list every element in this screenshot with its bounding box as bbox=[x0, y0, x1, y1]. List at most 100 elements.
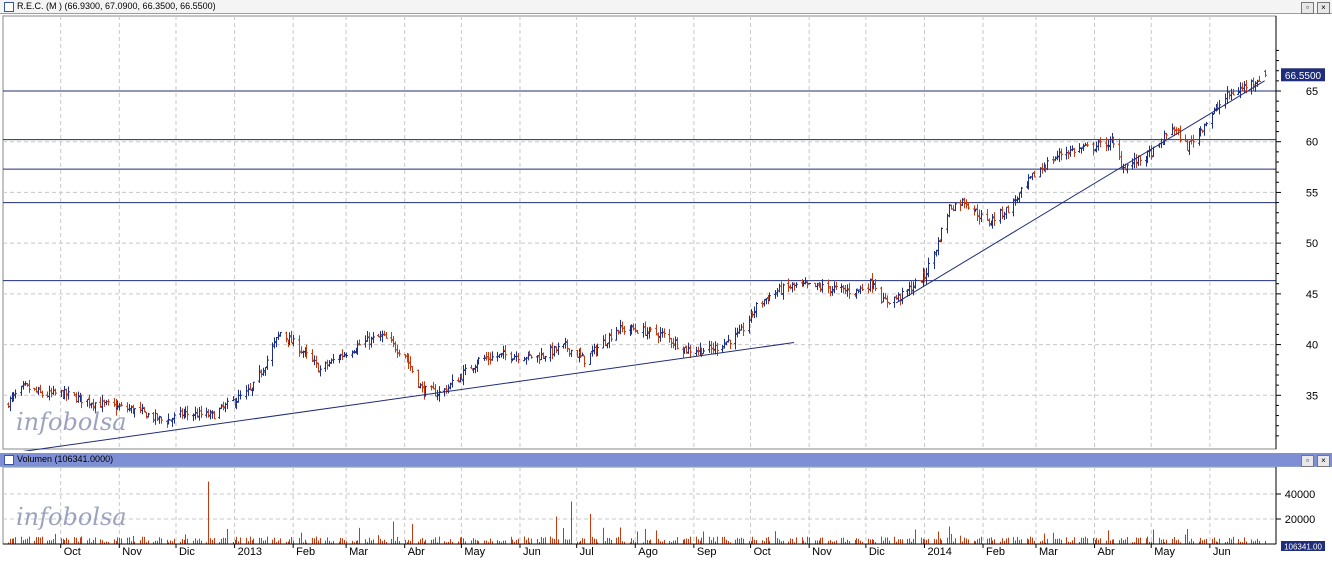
close-button[interactable]: × bbox=[1317, 2, 1330, 14]
price-chart[interactable]: 35 40 45 50 55 60 65 infobolsa 66.5500 bbox=[0, 14, 1332, 451]
x-tick-label: Oct bbox=[64, 546, 81, 558]
ohlc-bar bbox=[24, 381, 27, 386]
ohlc-bar bbox=[517, 352, 520, 364]
ohlc-bar bbox=[908, 281, 911, 297]
ohlc-bar bbox=[430, 385, 433, 391]
ohlc-bar bbox=[886, 295, 889, 308]
ohlc-bar bbox=[549, 344, 552, 362]
price-tick-label: 65 bbox=[1306, 86, 1318, 98]
close-button[interactable]: × bbox=[1317, 455, 1330, 467]
ohlc-bar bbox=[976, 204, 979, 222]
ohlc-bar bbox=[725, 341, 728, 346]
ohlc-bar bbox=[787, 278, 790, 293]
ohlc-bar bbox=[1054, 156, 1057, 161]
x-tick-label: Sep bbox=[697, 546, 717, 558]
ohlc-bar bbox=[910, 280, 913, 294]
ohlc-bar bbox=[542, 352, 545, 360]
ohlc-bar bbox=[260, 369, 263, 378]
ohlc-bar bbox=[1016, 196, 1019, 204]
ohlc-bar bbox=[829, 286, 832, 297]
ohlc-bar bbox=[1230, 88, 1233, 101]
ohlc-bar bbox=[449, 382, 452, 390]
ohlc-bar bbox=[959, 199, 962, 212]
ohlc-bar bbox=[200, 405, 203, 418]
ohlc-bar bbox=[1046, 157, 1049, 171]
ohlc-bar bbox=[846, 284, 849, 297]
ohlc-bar bbox=[581, 352, 584, 357]
ohlc-bar bbox=[477, 357, 480, 365]
ohlc-bar bbox=[152, 411, 155, 423]
ohlc-bar bbox=[755, 302, 758, 318]
ohlc-bar bbox=[179, 406, 182, 418]
ohlc-bar bbox=[763, 299, 766, 307]
ohlc-bar bbox=[67, 386, 70, 400]
ohlc-bar bbox=[742, 322, 745, 337]
ohlc-bar bbox=[220, 404, 223, 409]
ohlc-bar bbox=[211, 410, 214, 419]
ohlc-bar bbox=[511, 358, 514, 362]
volume-chart-panel: Volumen (106341.0000) ▫ × 20000 40000 Oct N… bbox=[0, 453, 1332, 561]
price-watermark: infobolsa bbox=[16, 408, 127, 436]
ohlc-bar bbox=[689, 344, 692, 359]
ohlc-bar bbox=[897, 292, 900, 302]
ohlc-bar bbox=[160, 416, 163, 424]
ohlc-bar bbox=[186, 405, 189, 421]
last-value-label: 66.5500 bbox=[1281, 68, 1325, 82]
ohlc-bar bbox=[1112, 136, 1115, 149]
volume-chart[interactable]: 20000 40000 Oct Nov Dic 2013 Feb Mar Abr May Jun J… bbox=[0, 467, 1332, 561]
ohlc-bar bbox=[734, 327, 737, 350]
ohlc-bar bbox=[1080, 147, 1083, 154]
ohlc-bar bbox=[487, 352, 490, 366]
ohlc-bar bbox=[855, 288, 858, 299]
ohlc-bar bbox=[551, 342, 554, 360]
ohlc-bar bbox=[1109, 136, 1112, 151]
ohlc-bar bbox=[120, 401, 123, 407]
x-tick-label: Dic bbox=[869, 546, 885, 558]
x-tick-label: Feb bbox=[986, 546, 1005, 558]
x-tick-label: Nov bbox=[122, 546, 142, 558]
ohlc-bar bbox=[1065, 146, 1068, 160]
ohlc-bar bbox=[252, 381, 255, 392]
ohlc-bar bbox=[290, 330, 293, 344]
price-panel-title: R.E.C. (M ) (66.9300, 67.0900, 66.3500, … bbox=[17, 1, 216, 11]
price-tick-label: 35 bbox=[1306, 390, 1318, 402]
ohlc-bar bbox=[1188, 140, 1191, 155]
ohlc-bar bbox=[139, 401, 142, 414]
ohlc-bar bbox=[835, 281, 838, 290]
x-tick-label: Ago bbox=[638, 546, 658, 558]
ohlc-bar bbox=[181, 408, 184, 419]
ohlc-bar bbox=[1071, 145, 1074, 152]
ohlc-bar bbox=[277, 331, 280, 341]
ohlc-bar bbox=[1184, 134, 1187, 142]
ohlc-bar bbox=[1245, 80, 1248, 94]
ohlc-bar bbox=[489, 352, 492, 365]
ohlc-bar bbox=[319, 365, 322, 377]
ohlc-bar bbox=[86, 398, 89, 407]
ohlc-bar bbox=[1203, 123, 1206, 136]
ohlc-bar bbox=[844, 285, 847, 295]
restore-button[interactable]: ▫ bbox=[1301, 455, 1314, 467]
ohlc-bar bbox=[661, 328, 664, 338]
ohlc-bar bbox=[780, 281, 783, 296]
x-tick-label: 2014 bbox=[927, 546, 951, 558]
ohlc-bar bbox=[991, 214, 994, 229]
ohlc-bar bbox=[933, 250, 936, 269]
ohlc-bar bbox=[1126, 164, 1129, 174]
ohlc-bar bbox=[26, 382, 29, 387]
ohlc-bar bbox=[802, 279, 805, 287]
ohlc-bar bbox=[273, 337, 276, 349]
chart-window-icon bbox=[4, 455, 14, 465]
x-tick-label: May bbox=[1154, 546, 1175, 558]
ohlc-bar bbox=[472, 367, 475, 374]
ohlc-bar bbox=[602, 335, 605, 349]
ohlc-bar bbox=[642, 322, 645, 338]
ohlc-bar bbox=[196, 408, 199, 418]
restore-button[interactable]: ▫ bbox=[1301, 2, 1314, 14]
ohlc-bar bbox=[447, 384, 450, 394]
ohlc-bar bbox=[194, 406, 197, 420]
ohlc-bar bbox=[1252, 77, 1255, 91]
ohlc-bar bbox=[1150, 145, 1153, 160]
ohlc-bar bbox=[604, 333, 607, 347]
ohlc-bar bbox=[659, 327, 662, 342]
ohlc-bar bbox=[1073, 147, 1076, 157]
